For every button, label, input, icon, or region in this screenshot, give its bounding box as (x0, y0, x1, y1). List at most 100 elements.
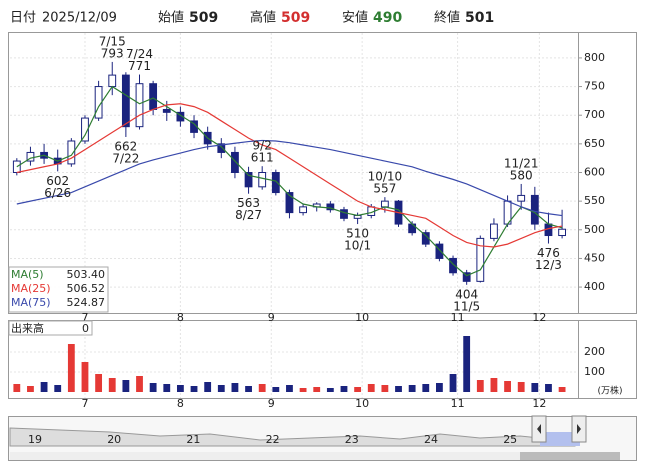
navigator-label: 19 (28, 433, 42, 446)
candle-body (12, 160, 21, 174)
candle-body (340, 209, 348, 219)
x-tick-label: 8 (177, 311, 184, 324)
annotation-date: 11/5 (453, 299, 480, 313)
x-tick-label: 12 (532, 311, 546, 324)
open-label: 始値 (158, 10, 184, 26)
x-tick-label: 7 (81, 397, 88, 410)
x-tick-label: 9 (268, 397, 275, 410)
candle-body (380, 200, 389, 208)
legend-value: 503.40 (67, 268, 106, 281)
x-tick-label: 12 (532, 397, 546, 410)
volume-bar (81, 362, 89, 392)
volume-bar (67, 344, 75, 392)
candle-body (176, 111, 185, 122)
annotation-date: 10/1 (344, 239, 371, 253)
volume-bar (436, 383, 443, 392)
candle-body (476, 237, 485, 282)
y-tick-label: 200 (584, 345, 605, 358)
volume-bar (217, 385, 225, 392)
volume-bar (163, 384, 171, 392)
volume-bar (95, 374, 103, 392)
y-tick-label: 750 (584, 80, 605, 93)
arrow (537, 424, 541, 434)
y-tick-label: 450 (584, 251, 605, 264)
volume-bar (258, 384, 266, 392)
annotation-value: 563 (237, 196, 260, 210)
candle-body (135, 83, 144, 128)
volume-bar (422, 384, 430, 392)
legend-value: 506.52 (67, 282, 106, 295)
annotation-value: 580 (510, 168, 533, 182)
annotation-date: 10/10 (368, 170, 403, 184)
annotation-value: 771 (128, 59, 151, 73)
volume-bar (463, 336, 471, 392)
date: 2025/12/09 (42, 11, 117, 26)
volume-title-box (8, 320, 93, 336)
annotation-value: 404 (455, 287, 478, 301)
scrollbar-thumb[interactable] (520, 452, 620, 460)
annotation-date: 7/22 (112, 151, 139, 165)
open: 509 (189, 10, 218, 26)
x-tick-label: 7 (81, 311, 88, 324)
volume-bar (313, 387, 321, 392)
main-panel (8, 32, 637, 314)
volume-bar (545, 384, 552, 392)
volume-bar (490, 378, 498, 392)
x-tick-label: 8 (177, 397, 184, 410)
candle-body (326, 203, 335, 211)
legend-box (8, 266, 109, 313)
x-tick-label: 11 (451, 311, 465, 324)
annotation-value: 602 (46, 174, 69, 188)
volume-bar (449, 374, 457, 392)
volume-bar (299, 388, 307, 392)
candle-body (271, 172, 280, 194)
candle-body (517, 194, 526, 202)
volume-bar (558, 387, 566, 392)
volume-bar (340, 386, 348, 392)
volume-bar (27, 386, 34, 392)
candle-body (285, 192, 294, 214)
annotation-date: 11/21 (504, 156, 539, 170)
volume-bar (108, 378, 116, 392)
candle-body (108, 74, 117, 88)
high-label: 高値 (250, 10, 276, 26)
x-tick-label: 10 (355, 397, 369, 410)
ma-line (16, 85, 563, 277)
volume-bar (231, 383, 239, 392)
candle-body (149, 83, 158, 110)
candle-body (490, 223, 498, 239)
annotation-date: 8/27 (235, 208, 262, 222)
close-label: 終値 (434, 10, 460, 26)
navigator-label: 21 (186, 433, 200, 446)
legend-name: MA(25) (11, 282, 51, 295)
volume-bar (149, 383, 157, 392)
y-tick-label: 400 (584, 280, 605, 293)
candle-body (26, 151, 35, 162)
ma-line (16, 139, 563, 217)
volume-bar (476, 380, 484, 392)
annotation-value: 611 (251, 151, 274, 165)
legend-name: MA(5) (11, 268, 44, 281)
y-tick-label: 500 (584, 223, 605, 236)
annotation-date: 7/24 (126, 47, 153, 61)
scrollbar-track[interactable] (10, 452, 620, 460)
volume-bar (408, 385, 416, 392)
candle-body (217, 143, 226, 153)
candle-body (67, 140, 76, 165)
volume-bar (381, 385, 389, 392)
x-tick-label: 11 (451, 397, 465, 410)
volume-bar (354, 387, 362, 392)
volume-bar (517, 382, 525, 392)
volume-panel (8, 320, 637, 399)
high: 509 (281, 10, 310, 26)
volume-bar (190, 386, 198, 392)
volume-bar (367, 384, 375, 392)
navigator-label: 22 (266, 433, 280, 446)
date-label: 日付 (10, 11, 36, 26)
annotation-date: 6/26 (44, 186, 71, 200)
candle-body (299, 206, 307, 214)
volume-bar (13, 384, 21, 392)
volume-bar (54, 385, 62, 392)
